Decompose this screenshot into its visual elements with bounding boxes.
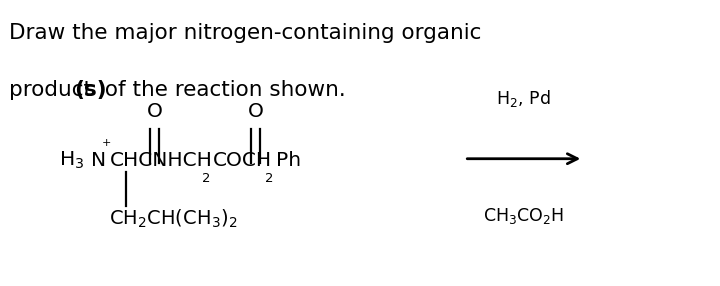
Text: 2: 2 [202, 172, 211, 184]
Text: product: product [9, 80, 92, 100]
Text: Ph: Ph [276, 151, 301, 170]
Text: 2: 2 [265, 172, 274, 184]
Text: H$_3$: H$_3$ [59, 150, 84, 171]
Text: of the reaction shown.: of the reaction shown. [98, 80, 346, 100]
Text: CH$_3$CO$_2$H: CH$_3$CO$_2$H [483, 206, 564, 226]
Text: CH$_2$CH(CH$_3$)$_2$: CH$_2$CH(CH$_3$)$_2$ [109, 207, 238, 230]
Text: COCH: COCH [213, 151, 272, 170]
Text: H$_2$, Pd: H$_2$, Pd [496, 88, 551, 109]
Text: O: O [147, 102, 163, 121]
Text: (s): (s) [74, 80, 107, 100]
Text: CHCNHCH: CHCNHCH [110, 151, 213, 170]
Text: O: O [248, 102, 264, 121]
Text: N: N [91, 151, 106, 170]
Text: +: + [102, 138, 112, 148]
Text: Draw the major nitrogen-containing organic: Draw the major nitrogen-containing organ… [9, 23, 482, 43]
